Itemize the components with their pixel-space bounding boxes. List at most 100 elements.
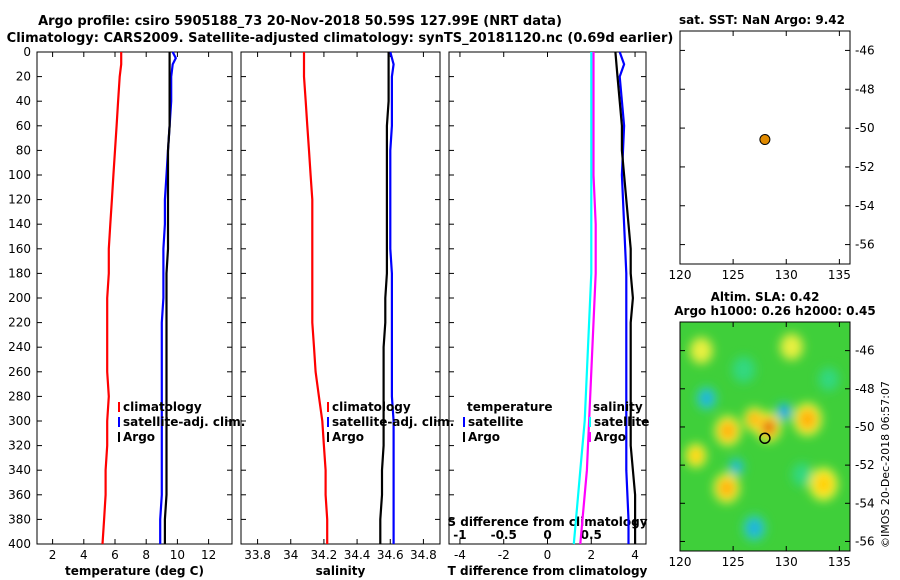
x-tick-label: 8 — [142, 548, 150, 562]
map-x-tick-label: 120 — [669, 268, 692, 282]
map-y-tick-label: -50 — [855, 121, 875, 135]
legend-entry: satellite-adj. clim. — [123, 415, 245, 429]
x-tick-label: 34.6 — [377, 548, 404, 562]
sla-anomaly-blob — [732, 356, 756, 383]
x-tick-label: 2 — [49, 548, 57, 562]
x-tick-label: 4 — [631, 548, 639, 562]
depth-tick-label: 220 — [8, 316, 31, 330]
argo-float-marker — [759, 134, 771, 146]
depth-tick-label: 100 — [8, 168, 31, 182]
x-tick-label: 34 — [283, 548, 298, 562]
x-tick-label: 12 — [201, 548, 216, 562]
plot-frame — [448, 51, 647, 545]
x-tick-label: 34.8 — [410, 548, 437, 562]
depth-tick-label: 160 — [8, 242, 31, 256]
depth-tick-label: 0 — [23, 45, 31, 59]
climatology-salinity-line — [302, 52, 329, 544]
legend-entry: climatology — [332, 400, 411, 414]
map-frame — [679, 30, 851, 265]
depth-tick-label: 240 — [8, 340, 31, 354]
sla-anomaly-layer — [685, 333, 839, 542]
depth-tick-label: 300 — [8, 414, 31, 428]
depth-tick-label: 400 — [8, 537, 31, 551]
x-tick-label: -4 — [454, 548, 466, 562]
depth-tick-label: 380 — [8, 512, 31, 526]
sla-anomaly-blob — [778, 405, 790, 418]
sla-anomaly-blob — [718, 420, 737, 442]
legend-entry: temperature — [467, 400, 552, 414]
temperature-satellite-difference-line — [618, 51, 630, 544]
depth-tick-label: 200 — [8, 291, 31, 305]
depth-tick-label: 320 — [8, 439, 31, 453]
sla-anomaly-blob — [763, 421, 774, 433]
temperature-profile-panel: 0 20 40 60 80 100 120 140 160 180 200 220 240 260 280 3… — [8, 45, 245, 578]
top-axis-label: S difference from climatology — [447, 515, 647, 529]
satellite-temperature-line — [159, 51, 178, 544]
map-x-tick-label: 135 — [828, 268, 851, 282]
map-y-tick-label: -46 — [855, 344, 875, 358]
depth-tick-label: 260 — [8, 365, 31, 379]
top-tick-label: 0.5 — [581, 528, 602, 542]
x-tick-label: 34.2 — [311, 548, 338, 562]
argo-salinity-line — [379, 52, 390, 544]
map-y-tick-label: -46 — [855, 43, 875, 57]
sla-map-subtitle: Argo h1000: 0.26 h2000: 0.45 — [674, 304, 875, 318]
map-x-tick-label: 130 — [775, 555, 798, 569]
legend-entry: salinity — [593, 400, 643, 414]
watermark: ©IMOS 20-Dec-2018 06:57:07 — [879, 381, 892, 548]
sla-anomaly-blob — [780, 333, 804, 361]
depth-tick-label: 340 — [8, 463, 31, 477]
map-y-tick-label: -56 — [855, 238, 875, 252]
depth-tick-label: 120 — [8, 193, 31, 207]
sst-map-title: sat. SST: NaN Argo: 9.42 — [679, 13, 845, 27]
legend-entry: climatology — [123, 400, 202, 414]
map-y-tick-label: -54 — [855, 496, 875, 510]
sla-map-title: Altim. SLA: 0.42 — [711, 290, 820, 304]
x-axis-label: salinity — [316, 564, 366, 578]
depth-tick-label: 80 — [16, 143, 31, 157]
map-y-tick-label: -52 — [855, 160, 875, 174]
map-x-tick-label: 120 — [669, 555, 692, 569]
map-y-tick-label: -54 — [855, 199, 875, 213]
sla-anomaly-blob — [688, 447, 704, 464]
argo-float-marker — [759, 432, 771, 444]
depth-tick-label: 40 — [16, 94, 31, 108]
salinity-argo-difference-line — [579, 52, 597, 545]
sla-anomaly-blob — [746, 518, 763, 538]
title-line-1: Argo profile: csiro 5905188_73 20-Nov-20… — [38, 14, 562, 29]
argo-temperature-line — [163, 52, 171, 544]
temperature-argo-difference-line — [614, 51, 637, 544]
x-tick-label: 4 — [80, 548, 88, 562]
x-tick-label: 34.4 — [344, 548, 371, 562]
depth-tick-label: 20 — [16, 70, 31, 84]
top-tick-label: -0.5 — [491, 528, 517, 542]
salinity-profile-panel: 33.8 34 34.2 34.4 34.6 34.8 salinity climatolog… — [240, 51, 454, 578]
satellite-salinity-line — [389, 51, 395, 544]
top-tick-label: -1 — [453, 528, 466, 542]
sla-field — [680, 322, 850, 551]
legend-entry: satellite-adj. clim. — [332, 415, 454, 429]
climatology-temperature-line — [101, 52, 123, 545]
plot-frame — [36, 51, 233, 545]
depth-tick-label: 60 — [16, 119, 31, 133]
difference-profile-panel: -4 -2 0 2 4 T difference from climatology S di… — [447, 51, 649, 578]
depth-tick-label: 180 — [8, 266, 31, 280]
x-tick-label: -2 — [498, 548, 510, 562]
legend-entry: satellite — [594, 415, 649, 429]
x-axis-label: T difference from climatology — [448, 564, 648, 578]
map-x-tick-label: 130 — [775, 268, 798, 282]
map-y-tick-label: -56 — [855, 534, 875, 548]
salinity-satellite-difference-line — [572, 52, 593, 545]
map-y-tick-label: -48 — [855, 382, 875, 396]
sla-anomaly-blob — [791, 462, 813, 487]
sla-anomaly-blob — [813, 472, 834, 496]
legend-entry: Argo — [468, 430, 500, 444]
x-tick-label: 33.8 — [244, 548, 271, 562]
sst-map-panel: sat. SST: NaN Argo: 9.42 120 125 130 135 -46 -… — [669, 13, 875, 282]
map-x-tick-label: 125 — [722, 555, 745, 569]
sla-anomaly-blob — [689, 337, 713, 364]
sla-anomaly-blob — [699, 390, 714, 407]
sla-anomaly-blob — [747, 411, 762, 428]
